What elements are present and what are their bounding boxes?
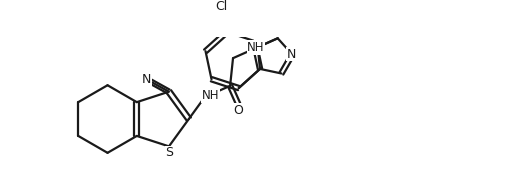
- Text: NH: NH: [247, 41, 265, 54]
- Text: Cl: Cl: [215, 0, 228, 13]
- Text: S: S: [165, 146, 173, 159]
- Text: O: O: [234, 104, 244, 117]
- Text: NH: NH: [202, 89, 219, 102]
- Text: N: N: [142, 73, 151, 86]
- Text: S: S: [254, 40, 262, 53]
- Text: N: N: [287, 48, 296, 61]
